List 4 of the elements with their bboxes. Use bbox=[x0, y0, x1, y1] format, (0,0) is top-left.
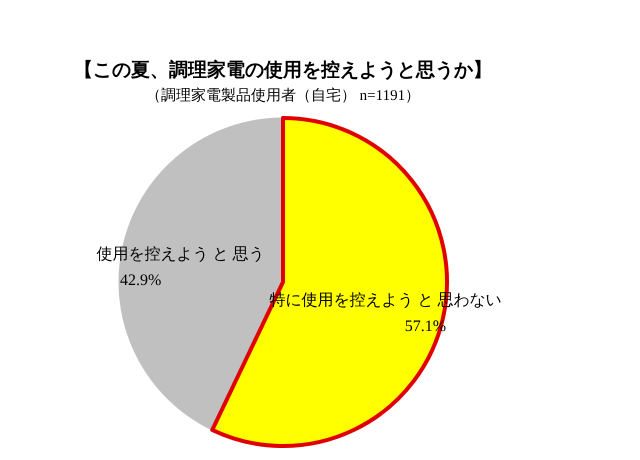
slice-label: 使用を控えよう と 思う bbox=[96, 246, 265, 263]
chart-subtitle: （調理家電製品使用者（自宅） n=1191） bbox=[146, 87, 420, 104]
chart-title: 【この夏、調理家電の使用を控えようと思うか】 bbox=[74, 59, 492, 81]
data-label: 42.9% bbox=[120, 272, 162, 289]
